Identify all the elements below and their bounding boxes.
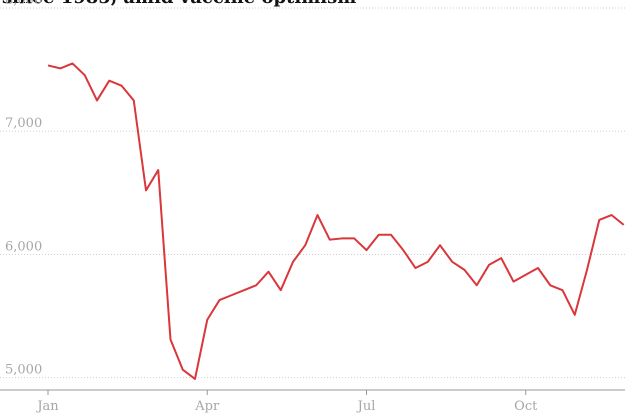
x-tick-label: Jul xyxy=(356,399,376,414)
y-tick-label: 8,000 xyxy=(5,0,42,8)
y-tick-label: 6,000 xyxy=(5,239,42,254)
x-tick-label: Apr xyxy=(194,399,220,414)
y-tick-label: 7,000 xyxy=(5,116,42,131)
line xyxy=(47,62,625,380)
x-tick-label: Oct xyxy=(514,399,538,414)
y-tick-label: 5,000 xyxy=(5,363,42,378)
x-tick-label: Jan xyxy=(35,399,59,414)
chart-title: since 1985, amid vaccine optimism xyxy=(2,0,356,8)
